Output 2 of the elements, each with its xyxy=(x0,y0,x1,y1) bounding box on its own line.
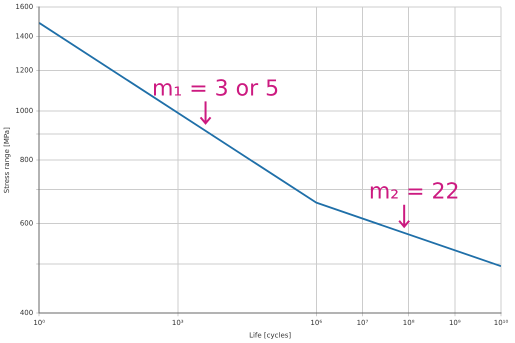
annotation: m₁ = 3 or 5 xyxy=(152,76,280,102)
annotation: m₂ = 22 xyxy=(368,180,460,205)
